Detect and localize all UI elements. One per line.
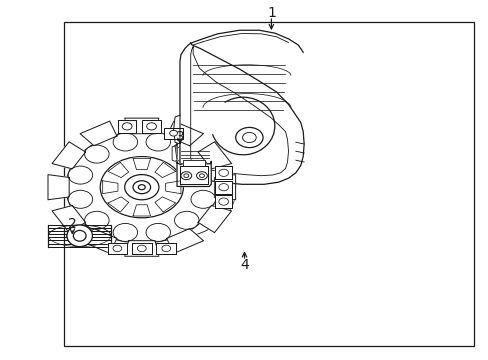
Polygon shape (173, 115, 180, 144)
Circle shape (218, 169, 228, 176)
Circle shape (235, 127, 263, 148)
Polygon shape (155, 197, 175, 212)
Circle shape (68, 166, 92, 184)
Polygon shape (52, 142, 85, 169)
Text: 2: 2 (68, 217, 77, 231)
Circle shape (169, 130, 177, 136)
Polygon shape (132, 243, 151, 254)
Polygon shape (108, 197, 128, 212)
Polygon shape (166, 229, 203, 253)
Polygon shape (108, 162, 128, 177)
Circle shape (137, 245, 146, 252)
Polygon shape (80, 229, 117, 253)
Ellipse shape (67, 225, 92, 247)
Text: 4: 4 (240, 258, 248, 271)
Polygon shape (198, 206, 231, 233)
Circle shape (133, 181, 150, 194)
Polygon shape (142, 120, 161, 133)
Polygon shape (118, 120, 136, 133)
Circle shape (146, 224, 170, 242)
Circle shape (191, 166, 215, 184)
Polygon shape (180, 43, 304, 184)
Text: 1: 1 (266, 6, 275, 19)
Polygon shape (175, 144, 211, 186)
Circle shape (174, 211, 199, 229)
Circle shape (100, 157, 183, 218)
Circle shape (146, 123, 156, 130)
Circle shape (113, 224, 137, 242)
Polygon shape (163, 128, 183, 139)
Text: 3: 3 (175, 130, 184, 144)
Bar (63, 22, 473, 346)
Circle shape (218, 184, 228, 191)
Polygon shape (48, 175, 69, 200)
Polygon shape (215, 166, 232, 179)
Polygon shape (166, 121, 203, 146)
Polygon shape (172, 146, 177, 161)
Polygon shape (80, 121, 117, 146)
Polygon shape (156, 243, 176, 254)
Polygon shape (124, 118, 159, 134)
Circle shape (84, 145, 109, 163)
Circle shape (218, 198, 228, 205)
Circle shape (68, 190, 92, 208)
Circle shape (162, 245, 170, 252)
Polygon shape (215, 195, 232, 208)
Polygon shape (183, 160, 204, 166)
Circle shape (122, 123, 132, 130)
Polygon shape (133, 205, 150, 216)
Circle shape (124, 175, 159, 200)
Circle shape (106, 143, 235, 238)
Circle shape (181, 172, 191, 180)
Polygon shape (124, 241, 159, 256)
Polygon shape (155, 162, 175, 177)
Polygon shape (52, 206, 85, 233)
Polygon shape (214, 175, 235, 200)
Polygon shape (190, 47, 288, 176)
Circle shape (146, 133, 170, 151)
Circle shape (113, 245, 122, 252)
Circle shape (191, 190, 215, 208)
Circle shape (242, 132, 256, 143)
Circle shape (199, 174, 204, 177)
Circle shape (183, 174, 188, 177)
Polygon shape (133, 158, 150, 170)
Circle shape (84, 211, 109, 229)
Circle shape (174, 145, 199, 163)
Circle shape (138, 185, 145, 190)
Circle shape (196, 172, 207, 180)
Circle shape (113, 133, 137, 151)
Polygon shape (180, 166, 207, 184)
Polygon shape (215, 181, 232, 194)
Polygon shape (102, 181, 118, 194)
Ellipse shape (73, 230, 86, 241)
Polygon shape (165, 181, 181, 194)
Polygon shape (107, 243, 127, 254)
Circle shape (66, 131, 217, 243)
Polygon shape (198, 142, 231, 169)
